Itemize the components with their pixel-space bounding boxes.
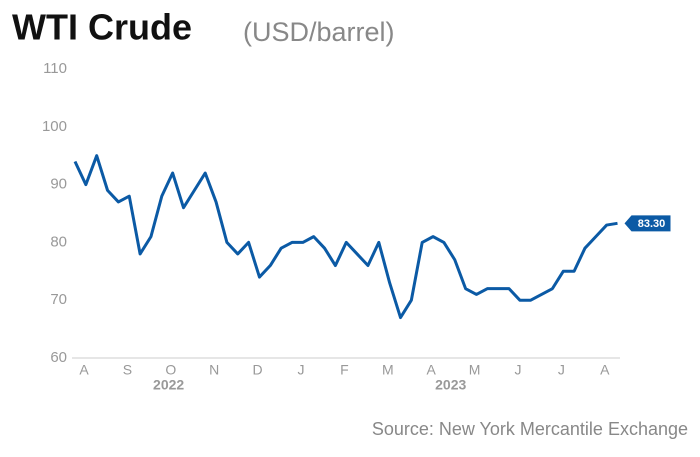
x-tick-label: J — [515, 362, 522, 378]
x-tick-label: A — [79, 362, 89, 378]
y-tick-label: 90 — [50, 176, 67, 193]
source: Source: New York Mercantile Exchange — [372, 419, 688, 439]
chart-subtitle: (USD/barrel) — [243, 17, 395, 47]
value-label: 83.30 — [638, 218, 666, 230]
x-tick-label: A — [600, 362, 610, 378]
x-tick-label: F — [340, 362, 349, 378]
x-tick-label: J — [298, 362, 305, 378]
chart-title: WTI Crude — [12, 7, 192, 48]
line — [73, 154, 618, 320]
value-label-box — [624, 215, 671, 232]
x-tick-label: S — [123, 362, 132, 378]
year-label: 2022 — [153, 377, 184, 393]
x-tick-label: N — [209, 362, 219, 378]
x-tick-label: M — [469, 362, 481, 378]
x-tick-label: A — [427, 362, 437, 378]
y-tick-label: 80 — [50, 233, 67, 250]
y-tick-label: 100 — [42, 118, 67, 135]
x-tick-label: M — [382, 362, 394, 378]
year-label: 2023 — [435, 377, 466, 393]
x-tick-label: D — [253, 362, 263, 378]
y-tick-label: 110 — [43, 60, 67, 77]
y-tick-label: 60 — [50, 349, 67, 366]
x-tick-label: J — [558, 362, 565, 378]
x-tick-label: O — [165, 362, 176, 378]
y-tick-label: 70 — [50, 291, 67, 308]
